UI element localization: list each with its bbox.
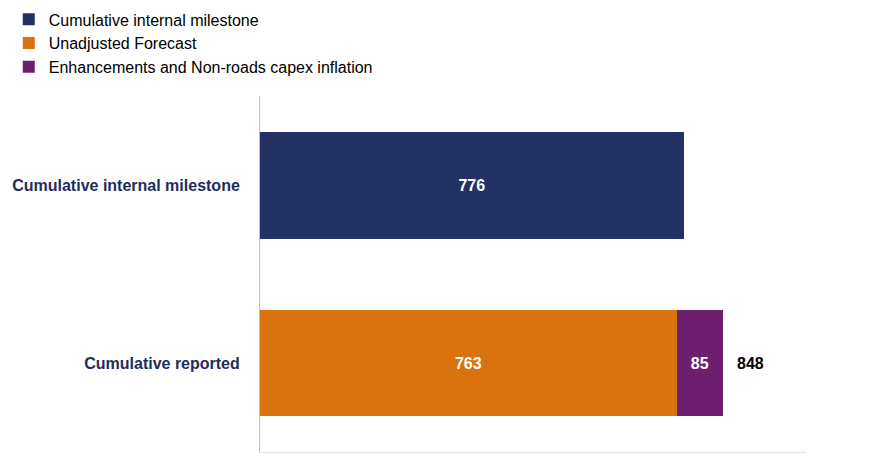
svg-text:763: 763	[455, 355, 482, 372]
svg-text:85: 85	[691, 355, 709, 372]
svg-text:Enhancements and Non-roads cap: Enhancements and Non-roads capex inflati…	[49, 59, 373, 76]
svg-text:Cumulative internal milestone: Cumulative internal milestone	[49, 12, 259, 29]
svg-text:Unadjusted Forecast: Unadjusted Forecast	[49, 35, 197, 52]
svg-text:776: 776	[458, 177, 485, 194]
svg-text:848: 848	[737, 355, 764, 372]
svg-text:Cumulative internal milestone: Cumulative internal milestone	[12, 177, 240, 194]
svg-text:Cumulative reported: Cumulative reported	[84, 355, 240, 372]
